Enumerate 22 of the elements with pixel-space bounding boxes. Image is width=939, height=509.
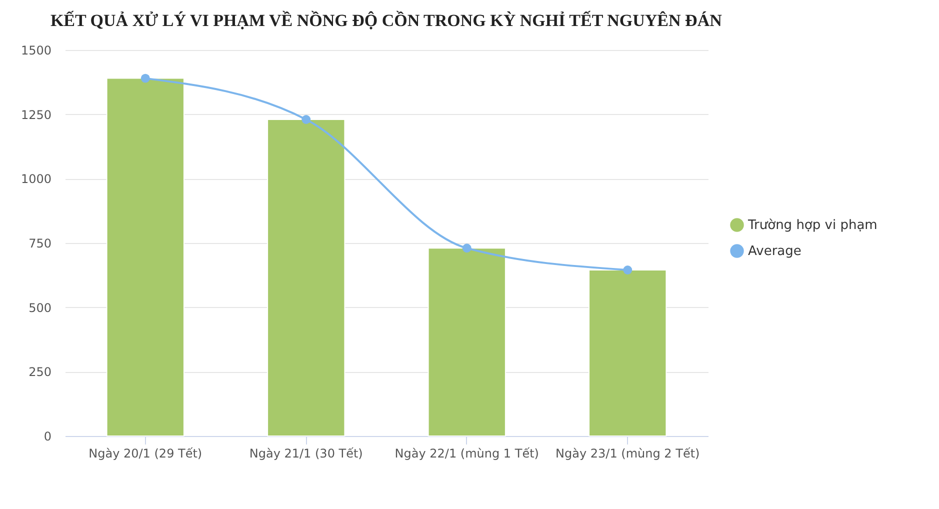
x-tick-label: Ngày 21/1 (30 Tết) <box>249 446 363 460</box>
bar <box>267 118 346 436</box>
point <box>623 266 632 274</box>
bar <box>106 78 184 436</box>
y-tick-label: 1000 <box>20 172 52 186</box>
x-tick-label: Ngày 23/1 (mùng 2 Tết) <box>556 446 700 460</box>
bar <box>588 270 667 436</box>
bar <box>428 248 506 436</box>
point <box>462 244 472 253</box>
x-tick-label: Ngày 22/1 (mùng 1 Tết) <box>394 446 539 460</box>
y-tick-label: 1500 <box>20 44 52 58</box>
legend-label: Trường hợp vi phạm <box>747 218 878 233</box>
x-tick-label: Ngày 20/1 (29 Tết) <box>88 446 202 460</box>
chart-title: KẾT QUẢ XỬ LÝ VI PHẠM VỀ NỒNG ĐỘ CỒN TRONG KỲ NGHỈ TẾT NGUYÊN ĐÁN <box>50 10 723 30</box>
point <box>302 115 311 124</box>
y-tick-label: 250 <box>28 365 52 380</box>
y-tick-label: 750 <box>28 236 52 250</box>
y-tick-label: 500 <box>28 300 52 315</box>
y-tick-label: 0 <box>44 430 52 444</box>
point <box>140 74 150 83</box>
y-tick-label: 1250 <box>20 108 52 122</box>
legend-label: Average <box>748 244 802 259</box>
